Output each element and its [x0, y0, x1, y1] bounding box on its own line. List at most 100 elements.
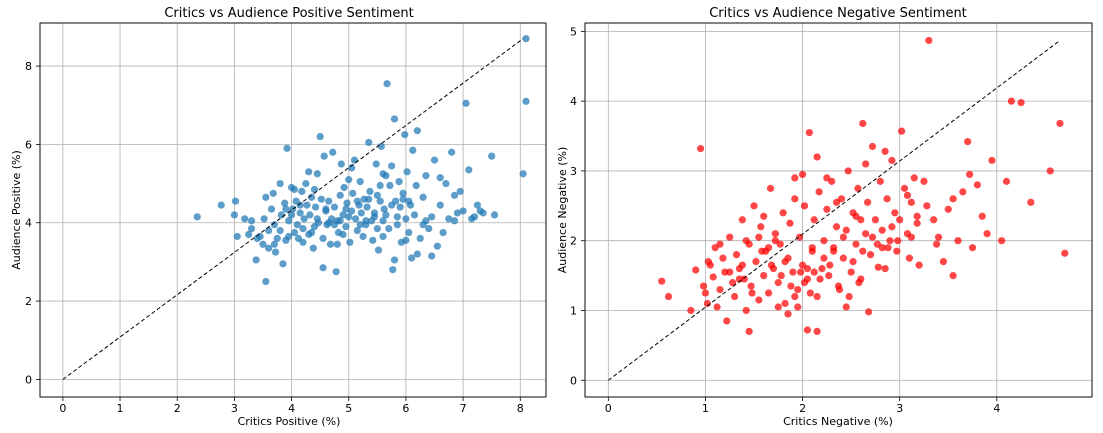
- scatter-point: [820, 237, 828, 245]
- y-tick-label: 8: [25, 60, 32, 73]
- scatter-point: [732, 251, 741, 259]
- scatter-point: [385, 225, 393, 233]
- scatter-point: [692, 266, 700, 274]
- scatter-point: [309, 244, 317, 252]
- scatter-point: [389, 266, 397, 274]
- scatter-point: [920, 177, 928, 185]
- scatter-point: [369, 236, 377, 244]
- scatter-point: [781, 299, 789, 308]
- scatter-point: [293, 221, 301, 229]
- scatter-point: [774, 303, 782, 311]
- scatter-point: [862, 230, 870, 238]
- scatter-point: [329, 148, 337, 156]
- scatter-point: [445, 215, 453, 223]
- scatter-point: [815, 188, 823, 196]
- scatter-point: [830, 244, 838, 252]
- plot-area: [39, 22, 547, 398]
- scatter-point: [422, 172, 430, 180]
- scatter-point: [330, 221, 339, 229]
- scatter-point: [886, 237, 894, 245]
- scatter-point: [303, 201, 311, 209]
- scatter-point: [348, 207, 356, 215]
- scatter-point: [816, 275, 824, 283]
- scatter-point: [345, 176, 353, 184]
- scatter-point: [402, 215, 410, 223]
- scatter-point: [299, 238, 307, 246]
- scatter-point: [865, 308, 873, 316]
- scatter-point: [903, 191, 912, 199]
- scatter-point: [844, 167, 852, 175]
- x-tick-label: 4: [993, 402, 1000, 415]
- scatter-point: [395, 178, 403, 186]
- scatter-point: [307, 228, 316, 237]
- scatter-point: [658, 277, 666, 285]
- scatter-point: [913, 219, 921, 227]
- scatter-point: [276, 226, 284, 235]
- scatter-point: [279, 260, 287, 268]
- scatter-point: [881, 147, 889, 155]
- x-tick-label: 0: [605, 402, 612, 415]
- scatter-point: [302, 179, 310, 188]
- scatter-point: [379, 232, 387, 241]
- scatter-point: [366, 187, 374, 195]
- scatter-point: [336, 217, 344, 225]
- scatter-point: [340, 183, 348, 192]
- scatter-point: [311, 203, 320, 211]
- scatter-point: [854, 184, 862, 192]
- scatter-point: [742, 306, 750, 315]
- ticks: 0 1 2 3 4 5 6 7 8 0 2 4 6 8: [25, 60, 524, 415]
- scatter-point: [436, 174, 444, 182]
- scatter-point: [319, 234, 327, 242]
- scatter-point: [349, 189, 357, 197]
- scatter-point: [245, 230, 253, 239]
- scatter-point: [964, 138, 972, 146]
- scatter-point: [798, 170, 807, 179]
- scatter-point: [800, 202, 809, 210]
- scatter-point: [405, 228, 413, 237]
- scatter-point: [252, 256, 260, 264]
- scatter-point: [915, 261, 923, 269]
- scatter-point: [813, 292, 821, 301]
- scatter-point: [806, 289, 814, 297]
- scatter-point: [868, 142, 877, 151]
- scatter-point: [353, 197, 361, 205]
- plot-area: [584, 22, 1093, 398]
- scatter-point: [825, 271, 833, 280]
- scatter-point: [348, 164, 356, 172]
- y-axis-label: Audience Positive (%): [10, 150, 23, 270]
- scatter-point: [738, 261, 746, 269]
- scatter-point: [896, 216, 904, 224]
- x-tick-label: 7: [460, 402, 467, 415]
- scatter-point: [752, 258, 760, 266]
- scatter-point: [416, 234, 424, 242]
- scatter-point: [233, 232, 241, 241]
- chart-title: Critics vs Audience Positive Sentiment: [164, 6, 413, 21]
- scatter-point: [453, 209, 461, 217]
- scatter-point: [383, 80, 391, 88]
- y-tick-label: 2: [570, 235, 577, 248]
- scatter-point: [377, 142, 385, 150]
- scatter-point: [403, 168, 411, 176]
- x-tick-label: 1: [117, 402, 124, 415]
- scatter-point: [336, 191, 344, 199]
- scatter-point: [713, 303, 721, 311]
- scatter-point: [332, 268, 340, 276]
- scatter-point: [267, 205, 276, 213]
- chart-negative-sentiment: Critics vs Audience Negative Sentiment C…: [556, 6, 1093, 428]
- scatter-point: [978, 212, 986, 220]
- scatter-point: [862, 160, 870, 168]
- scatter-point: [522, 97, 530, 105]
- scatter-point: [399, 189, 407, 197]
- scatter-point: [399, 195, 407, 203]
- scatter-point: [913, 212, 921, 220]
- scatter-point: [345, 213, 353, 221]
- scatter-point: [350, 156, 359, 164]
- scatter-point: [781, 258, 789, 266]
- y-tick-label: 6: [25, 138, 32, 151]
- scatter-point: [716, 285, 724, 294]
- scatter-point: [428, 213, 436, 221]
- reference-line: [62, 38, 524, 380]
- scatter-point: [428, 252, 436, 260]
- scatter-point: [285, 232, 293, 241]
- chart-title: Critics vs Audience Negative Sentiment: [709, 6, 967, 21]
